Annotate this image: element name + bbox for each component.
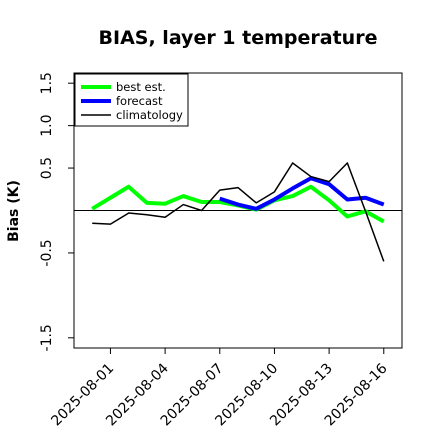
series-forecast-line bbox=[219, 176, 385, 211]
legend-label-best-est: best est. bbox=[116, 80, 166, 94]
y-tick-label: 0.5 bbox=[39, 157, 55, 179]
legend: best est. forecast climatology bbox=[74, 73, 189, 127]
chart-title: BIAS, layer 1 temperature bbox=[99, 27, 378, 49]
y-axis-ticks: -1.5 -0.5 0.5 1.0 1.5 bbox=[39, 72, 74, 351]
x-axis-ticks: 2025-08-012025-08-042025-08-072025-08-10… bbox=[48, 348, 391, 429]
legend-label-climatology: climatology bbox=[116, 108, 183, 122]
y-tick-label: 1.5 bbox=[39, 72, 55, 94]
y-axis-label: Bias (K) bbox=[6, 180, 22, 242]
y-tick-label: -1.5 bbox=[39, 324, 55, 351]
legend-label-forecast: forecast bbox=[116, 94, 163, 108]
series-climatology-line bbox=[92, 162, 385, 262]
series-lines bbox=[91, 162, 385, 262]
y-tick-label: -0.5 bbox=[39, 239, 55, 266]
y-tick-label: 1.0 bbox=[39, 114, 55, 136]
